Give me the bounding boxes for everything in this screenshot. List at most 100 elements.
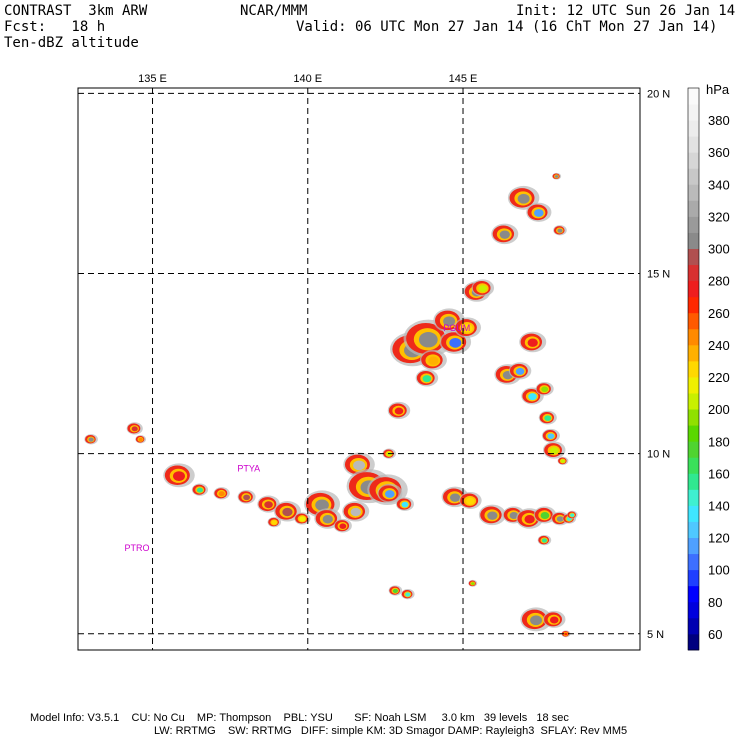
reflectivity-cell-core bbox=[449, 493, 461, 502]
reflectivity-cell-core bbox=[541, 386, 549, 393]
station-label: PTYA bbox=[237, 464, 260, 474]
colorbar-swatch bbox=[688, 425, 699, 442]
colorbar-swatch bbox=[688, 248, 699, 266]
colorbar-swatch bbox=[688, 360, 699, 378]
colorbar-swatch bbox=[688, 264, 699, 282]
latitude-tick-label: 10 N bbox=[647, 449, 670, 461]
map-frame bbox=[77, 87, 641, 651]
reflectivity-cell-core bbox=[339, 523, 347, 530]
valid-time: Valid: 06 UTC Mon 27 Jan 14 (16 ChT Mon … bbox=[296, 19, 718, 35]
colorbar-swatch bbox=[688, 232, 699, 249]
colorbar-label: 360 bbox=[708, 145, 730, 160]
station-markers: PTYA PTRO PGUM bbox=[124, 323, 470, 553]
colorbar-swatch bbox=[688, 569, 699, 587]
colorbar-swatch bbox=[688, 120, 699, 137]
reflectivity-cell-core bbox=[443, 316, 456, 327]
colorbar-swatch bbox=[688, 617, 699, 635]
longitude-tick-label: 140 E bbox=[293, 73, 322, 85]
longitude-tick-label: 145 E bbox=[449, 73, 478, 85]
reflectivity-cell-core bbox=[471, 582, 475, 585]
latitude-tick-label: 5 N bbox=[647, 629, 664, 641]
colorbar-swatch bbox=[688, 489, 699, 506]
lat-lon-grid bbox=[78, 88, 640, 650]
latitude-tick-label: 15 N bbox=[647, 269, 670, 281]
longitude-tick-label: 135 E bbox=[138, 73, 167, 85]
colorbar-frame bbox=[687, 87, 700, 651]
reflectivity-cell-core bbox=[243, 494, 251, 501]
colorbar-swatch bbox=[688, 136, 699, 153]
colorbar-label: 380 bbox=[708, 113, 730, 128]
reflectivity-cell-core bbox=[547, 433, 555, 439]
colorbar-label: 160 bbox=[708, 466, 730, 481]
reflectivity-cell-core bbox=[299, 516, 306, 522]
reflectivity-cell-core bbox=[422, 375, 432, 383]
reflectivity-cell-core bbox=[478, 285, 488, 293]
reflectivity-cell-core bbox=[499, 230, 510, 239]
model-title: CONTRAST 3km ARW bbox=[4, 3, 148, 19]
colorbar-label: 100 bbox=[708, 563, 730, 578]
reflectivity-cell-core bbox=[394, 407, 404, 415]
reflectivity-cell-core bbox=[554, 175, 559, 178]
colorbar-swatch bbox=[688, 152, 699, 169]
reflectivity-cell-core bbox=[549, 447, 559, 455]
colorbar-label: 240 bbox=[708, 338, 730, 353]
reflectivity-cell-core bbox=[557, 228, 563, 233]
colorbar-swatch bbox=[688, 184, 699, 201]
reflectivity-cell-core bbox=[392, 588, 398, 594]
colorbar-swatch bbox=[688, 296, 699, 314]
colorbar-swatch bbox=[688, 457, 699, 474]
reflectivity-cell-core bbox=[517, 193, 530, 204]
colorbar-swatch bbox=[688, 377, 699, 394]
reflectivity-cell-core bbox=[428, 356, 439, 365]
colorbar-label: 260 bbox=[708, 306, 730, 321]
colorbar-label: 140 bbox=[708, 498, 730, 513]
reflectivity-cell-core bbox=[405, 592, 411, 597]
colorbar-label: 320 bbox=[708, 209, 730, 224]
colorbar-swatch bbox=[688, 88, 699, 105]
reflectivity-cell-core bbox=[528, 393, 537, 401]
colorbar-swatch bbox=[688, 200, 699, 217]
reflectivity-cell-core bbox=[530, 615, 543, 626]
colorbar-swatch bbox=[688, 473, 699, 490]
colorbar-swatch bbox=[688, 553, 699, 571]
reflectivity-cell-core bbox=[544, 415, 552, 421]
model-info-line1: Model Info: V3.5.1 CU: No Cu MP: Thompso… bbox=[30, 712, 569, 724]
reflectivity-cell-core bbox=[353, 460, 366, 471]
reflectivity-cell-core bbox=[271, 520, 277, 525]
colorbar-swatch bbox=[688, 441, 699, 458]
reflectivity-cell-core bbox=[173, 471, 185, 482]
colorbar-label: 120 bbox=[708, 531, 730, 546]
reflectivity-cell-core bbox=[218, 491, 225, 497]
reflectivity-cell-core bbox=[541, 538, 548, 543]
colorbar-swatch bbox=[688, 280, 699, 298]
colorbar-label: 280 bbox=[708, 274, 730, 289]
reflectivity-cell-core bbox=[570, 513, 575, 517]
reflectivity-cell-core bbox=[534, 209, 544, 217]
colorbar-label: 220 bbox=[708, 370, 730, 385]
reflectivity-cell-core bbox=[524, 515, 535, 524]
colorbar-unit: hPa bbox=[706, 82, 730, 97]
init-time: Init: 12 UTC Sun 26 Jan 14 bbox=[516, 3, 736, 19]
colorbar-label: 200 bbox=[708, 402, 730, 417]
reflectivity-cell-core bbox=[515, 367, 525, 375]
reflectivity-cell-core bbox=[527, 338, 538, 347]
reflectivity-cell-core bbox=[564, 632, 568, 636]
colorbar-swatch bbox=[688, 393, 699, 410]
colorbar-label: 300 bbox=[708, 242, 730, 257]
colorbar-swatch bbox=[688, 505, 699, 522]
colorbar-swatch bbox=[688, 633, 699, 651]
reflectivity-cell-core bbox=[540, 512, 550, 520]
reflectivity-cells bbox=[84, 172, 578, 638]
reflectivity-cell-core bbox=[131, 426, 138, 432]
colorbar-label: 180 bbox=[708, 434, 730, 449]
reflectivity-cell-core bbox=[560, 459, 565, 463]
colorbar-swatch bbox=[688, 537, 699, 555]
forecast-hour: Fcst: 18 h bbox=[4, 19, 106, 35]
reflectivity-cell-core bbox=[401, 501, 409, 508]
colorbar-swatch bbox=[688, 585, 699, 603]
reflectivity-cell-core bbox=[549, 616, 559, 624]
colorbar-swatch bbox=[688, 601, 699, 619]
reflectivity-cell-core bbox=[315, 499, 329, 511]
model-info-line2: LW: RRTMG SW: RRTMG DIFF: simple KM: 3D … bbox=[154, 725, 628, 737]
